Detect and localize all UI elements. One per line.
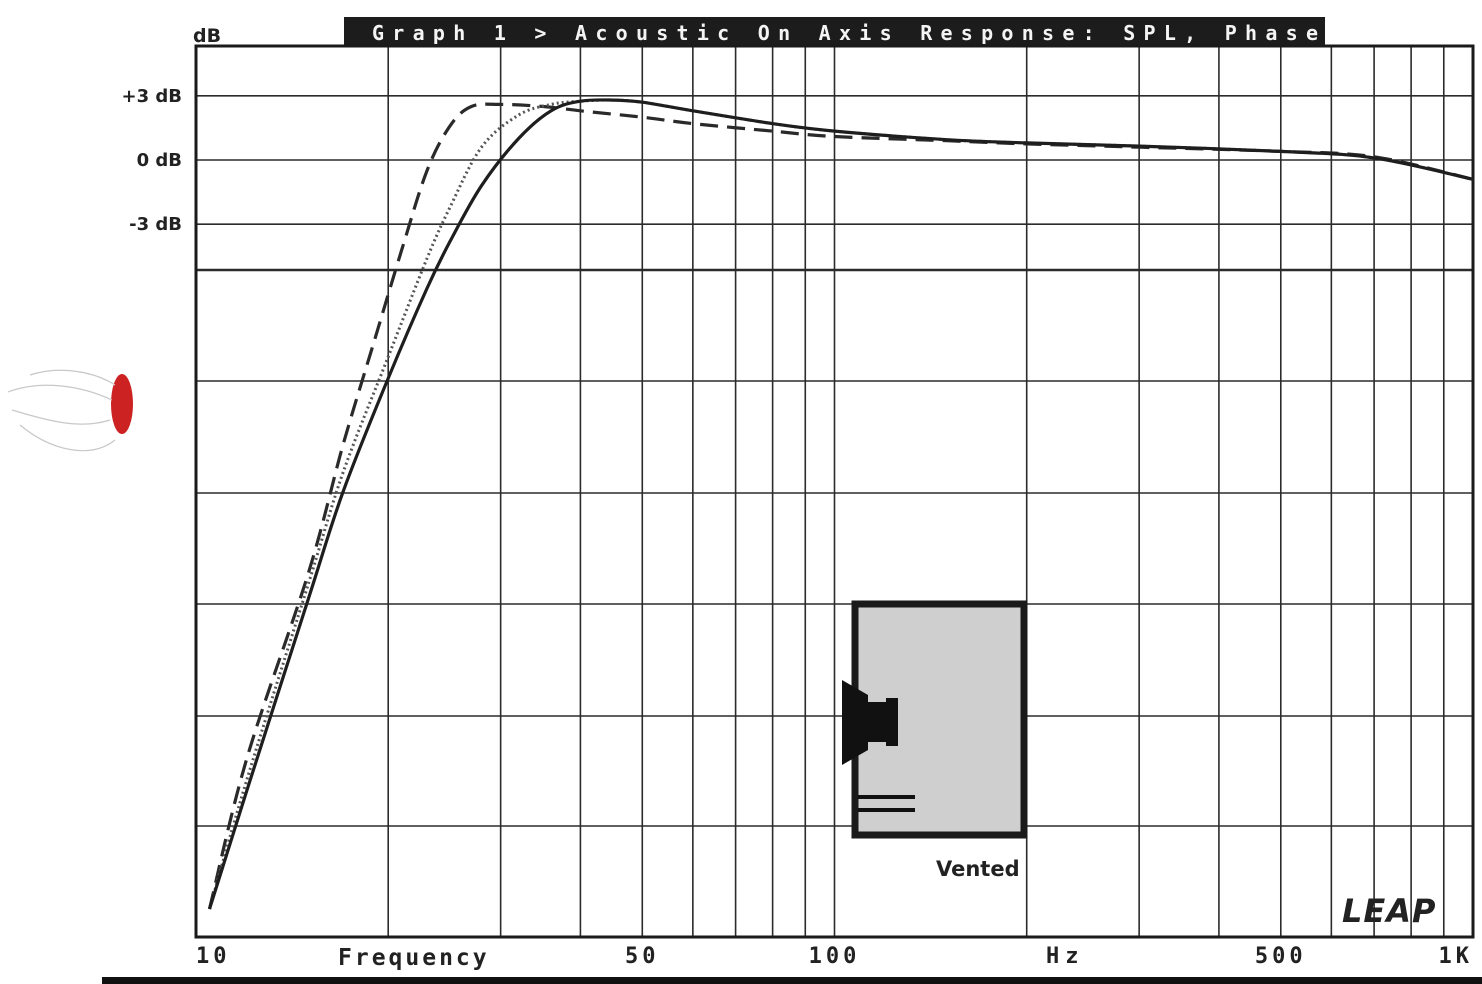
enclosure-label: Vented [936, 857, 1020, 881]
y-tick-label: -3 dB [129, 214, 182, 235]
grid [196, 46, 1473, 937]
x-tick-label: 1K [1439, 944, 1474, 969]
x-tick-labels: 10 50 100 500 1K [196, 944, 1474, 969]
y-axis-label: dB [193, 25, 221, 47]
vented-enclosure-icon [842, 600, 1028, 839]
x-axis-label: Frequency [338, 945, 490, 971]
series-line-solid [207, 98, 1474, 910]
plot-frame [194, 44, 1475, 939]
y-tick-label: +3 dB [122, 86, 182, 107]
chart-title-bar: Graph 1 > Acoustic On Axis Response: SPL… [344, 17, 1325, 47]
left-decoration [7, 369, 133, 452]
y-tick-labels: +3 dB 0 dB -3 dB [122, 86, 182, 235]
leap-logo: LEAP [1342, 892, 1436, 930]
chart-title: Graph 1 > Acoustic On Axis Response: SPL… [372, 21, 1322, 45]
series-line-dotted [208, 98, 1474, 910]
series-lines [207, 98, 1474, 910]
bottom-rule [102, 977, 1482, 984]
x-tick-label: 50 [625, 944, 660, 969]
y-tick-label: 0 dB [137, 150, 182, 171]
red-marker-icon [111, 374, 133, 434]
x-tick-label: 500 [1255, 944, 1307, 969]
scribble-icon [7, 369, 116, 452]
x-tick-label: 10 [196, 944, 231, 969]
x-axis-unit: Hz [1046, 944, 1085, 969]
x-tick-label: 100 [809, 944, 861, 969]
